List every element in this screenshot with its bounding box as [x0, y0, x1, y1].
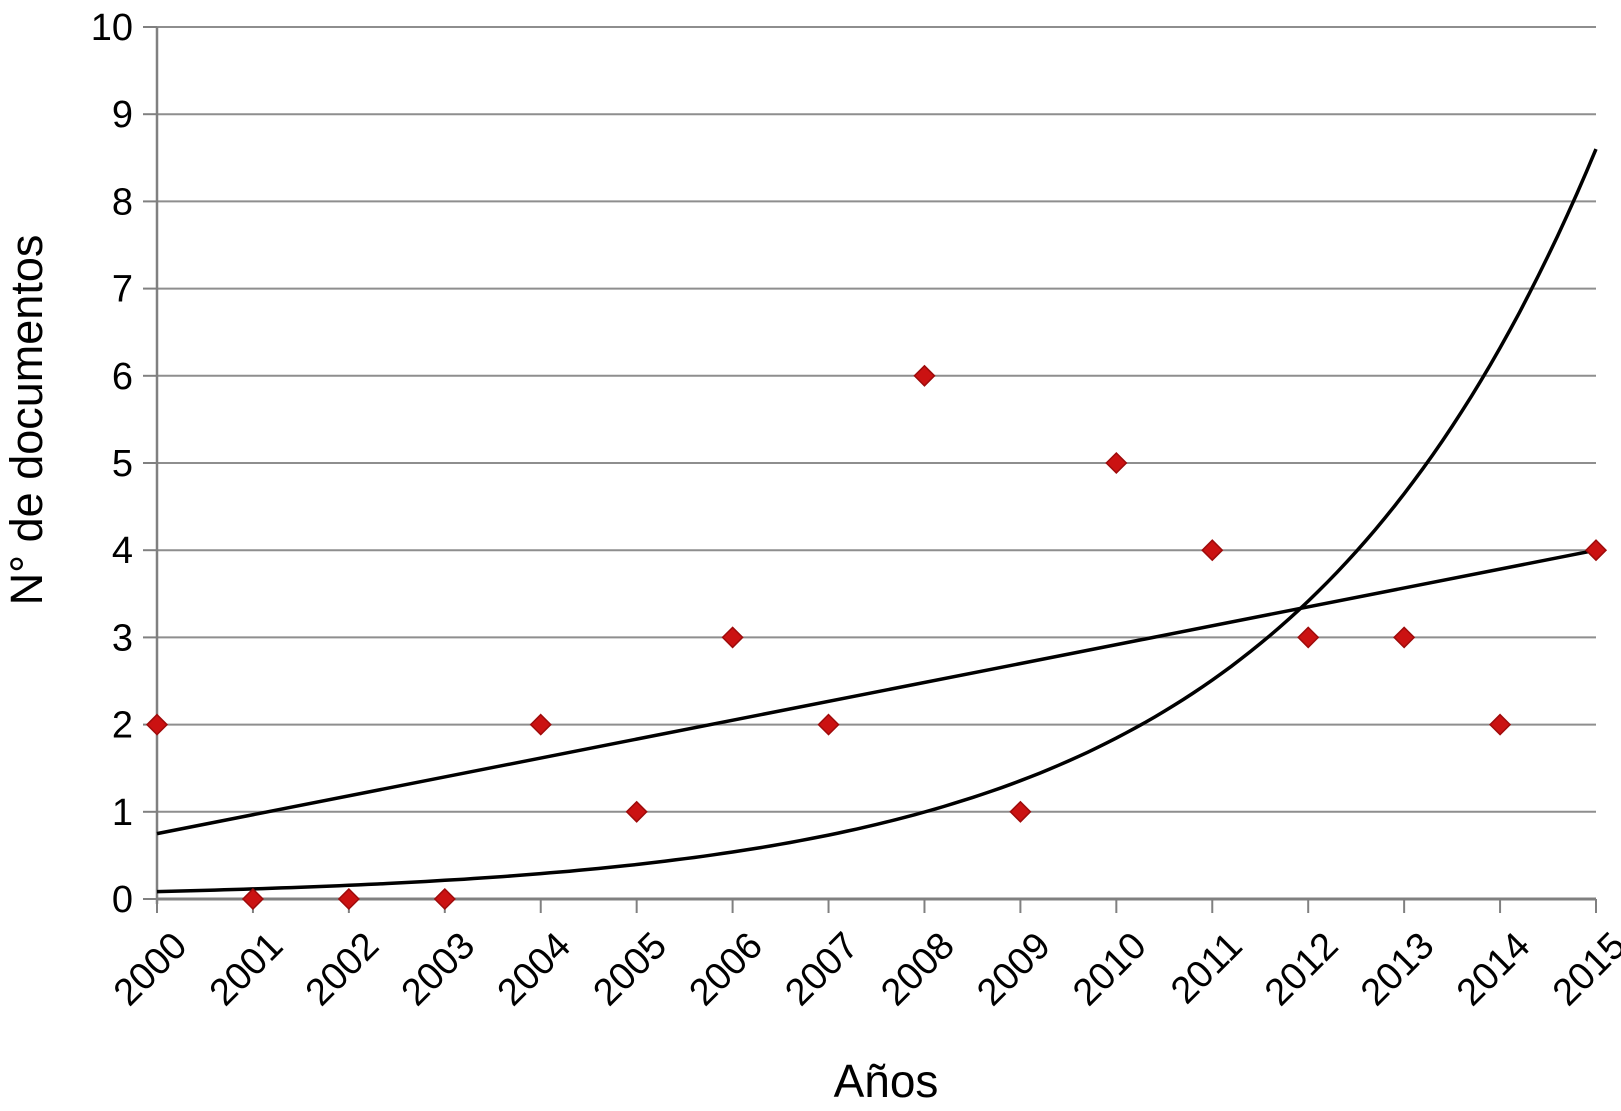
data-point-diamond — [625, 800, 648, 823]
x-tick-label: 2005 — [586, 925, 675, 1014]
y-tick-label: 2 — [112, 705, 133, 747]
data-point-diamond — [1393, 626, 1416, 649]
x-tick-label: 2015 — [1545, 925, 1621, 1014]
data-point-diamond — [1009, 800, 1032, 823]
gridlines — [157, 26, 1596, 813]
x-tick-label: 2010 — [1065, 925, 1154, 1014]
axes — [155, 27, 1596, 904]
x-tick-labels: 2000 2001 2002 2003 2004 2005 2006 2007 2008 2009… — [106, 925, 1621, 1014]
x-axis-title: Años — [834, 1055, 939, 1107]
data-point-diamond — [1105, 451, 1128, 475]
y-tick-label: 3 — [112, 617, 133, 659]
data-point-diamond — [529, 713, 552, 736]
x-tick-label: 2002 — [298, 925, 387, 1014]
y-tick-labels: 0 1 2 3 4 5 6 7 8 9 10 — [91, 7, 133, 921]
y-tick-label: 6 — [112, 356, 133, 398]
data-point-diamond — [337, 887, 360, 911]
data-point-diamond — [1489, 713, 1512, 736]
data-point-diamond — [817, 713, 840, 736]
y-tick-label: 10 — [91, 7, 133, 49]
data-point-diamond — [721, 626, 744, 649]
x-tick-label: 2014 — [1449, 925, 1538, 1014]
data-point-diamond — [1297, 626, 1320, 649]
data-point-diamond — [913, 364, 936, 387]
y-tick-label: 8 — [112, 181, 133, 223]
data-point-diamond — [433, 887, 456, 911]
data-point-diamond — [145, 713, 169, 736]
y-axis-title: N° de documentos — [1, 235, 52, 606]
data-point-diamond — [241, 887, 264, 911]
y-tick-label: 9 — [112, 94, 133, 136]
trendline-linear — [156, 548, 1597, 836]
y-tick-label: 5 — [112, 443, 133, 485]
x-tick-label: 2000 — [106, 925, 195, 1014]
x-tick-label: 2011 — [1163, 925, 1250, 1012]
trendlines — [156, 148, 1598, 894]
data-point-diamond — [1201, 539, 1224, 562]
x-tick-label: 2008 — [873, 925, 962, 1014]
y-tick-label: 4 — [112, 530, 133, 572]
x-tick-label: 2006 — [681, 925, 770, 1014]
x-tick-label: 2001 — [202, 925, 291, 1014]
y-tick-label: 7 — [112, 269, 133, 311]
x-tick-label: 2009 — [969, 925, 1058, 1014]
x-tick-label: 2012 — [1257, 925, 1346, 1014]
y-tick-label: 1 — [112, 792, 133, 834]
data-points — [145, 364, 1608, 911]
x-tick-label: 2004 — [490, 925, 579, 1014]
y-tick-label: 0 — [112, 879, 133, 921]
trendline-exponential — [156, 148, 1598, 894]
x-tick-label: 2003 — [394, 925, 483, 1014]
tick-marks — [143, 26, 1597, 913]
x-tick-label: 2007 — [777, 925, 866, 1014]
x-tick-label: 2013 — [1353, 925, 1442, 1014]
data-point-diamond — [1584, 539, 1608, 562]
